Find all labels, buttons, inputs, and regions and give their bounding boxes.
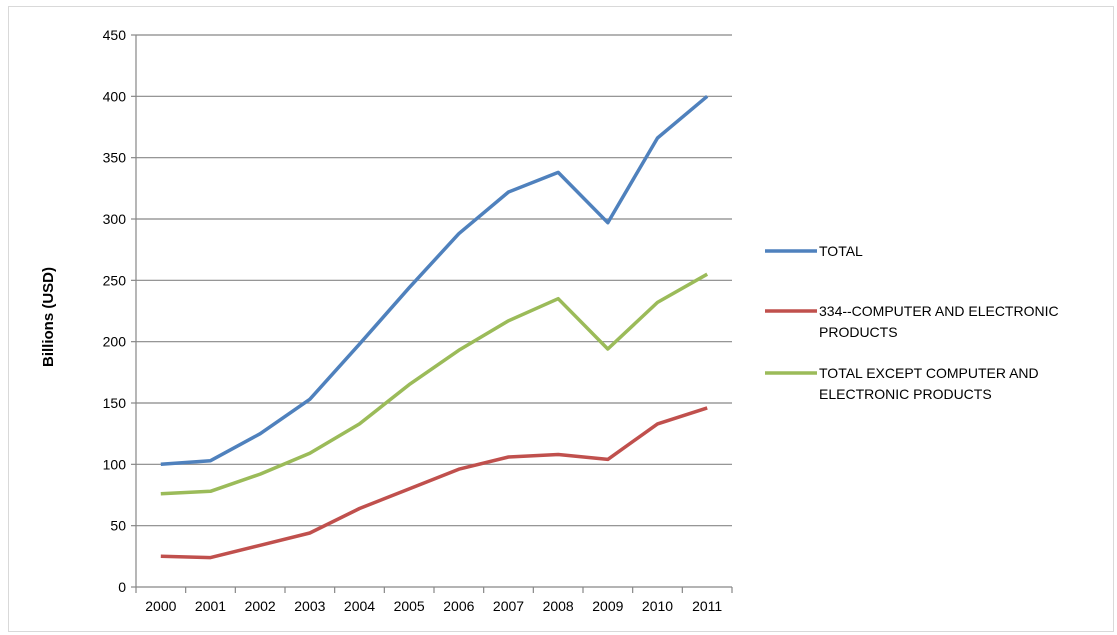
y-tick-label: 400 — [103, 88, 127, 104]
x-tick-label: 2011 — [692, 598, 722, 614]
series-line-1 — [160, 94, 709, 467]
legend-item-2: 334--COMPUTER AND ELECTRONIC PRODUCTS — [765, 303, 1059, 340]
x-tick-label: 2009 — [592, 598, 623, 614]
legend-label: ELECTRONIC PRODUCTS — [819, 386, 992, 402]
y-tick-label: 50 — [110, 518, 126, 534]
x-tick-label: 2003 — [294, 598, 325, 614]
series-lines — [160, 94, 709, 560]
y-axis-tick-labels: 0 50 100 150 200 250 300 350 400 450 — [103, 27, 127, 595]
x-tick-label: 2005 — [394, 598, 425, 614]
line-chart: 0 50 100 150 200 250 300 350 400 450 2000 2001 2002… — [40, 27, 1059, 614]
legend-label: TOTAL — [819, 243, 863, 259]
y-tick-label: 450 — [103, 27, 127, 43]
chart-frame: 0 50 100 150 200 250 300 350 400 450 2000 2001 2002… — [8, 6, 1114, 632]
x-tick-label: 2002 — [245, 598, 276, 614]
x-axis-tick-labels: 2000 2001 2002 2003 2004 2005 2006 2007 2008 2009… — [145, 598, 722, 614]
legend-label: TOTAL EXCEPT COMPUTER AND — [819, 365, 1039, 381]
axes — [131, 34, 733, 593]
y-tick-label: 200 — [103, 334, 127, 350]
y-tick-label: 150 — [103, 395, 127, 411]
legend-label: 334--COMPUTER AND ELECTRONIC — [819, 303, 1059, 319]
x-tick-label: 2010 — [642, 598, 673, 614]
x-tick-label: 2001 — [195, 598, 226, 614]
legend-label: PRODUCTS — [819, 324, 898, 340]
gridlines — [136, 34, 732, 527]
y-tick-label: 300 — [103, 211, 127, 227]
y-axis-title: Billions (USD) — [40, 267, 57, 367]
legend: TOTAL 334--COMPUTER AND ELECTRONIC PRODUCT… — [765, 243, 1059, 402]
legend-item-1: TOTAL — [765, 243, 863, 259]
y-tick-label: 350 — [103, 150, 127, 166]
y-tick-label: 100 — [103, 456, 127, 472]
x-tick-label: 2000 — [145, 598, 176, 614]
series-line-2 — [160, 406, 708, 560]
x-tick-label: 2006 — [443, 598, 474, 614]
y-tick-label: 0 — [118, 579, 126, 595]
x-tick-label: 2007 — [493, 598, 524, 614]
x-tick-label: 2008 — [543, 598, 574, 614]
y-axis-title-group: Billions (USD) — [40, 267, 57, 367]
y-tick-label: 250 — [103, 272, 127, 288]
x-tick-label: 2004 — [344, 598, 375, 614]
series-line-3 — [160, 272, 709, 496]
legend-item-3: TOTAL EXCEPT COMPUTER AND ELECTRONIC PROD… — [765, 365, 1039, 402]
